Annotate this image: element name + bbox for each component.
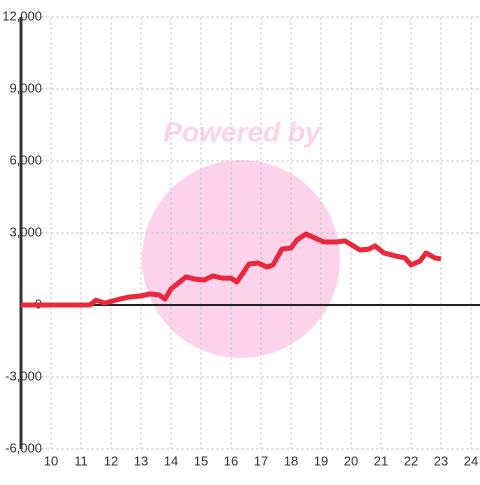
- x-tick-label: 21: [374, 453, 388, 468]
- series-line: [21, 231, 442, 308]
- x-tick-label: 23: [434, 453, 448, 468]
- x-tick-label: 16: [224, 453, 238, 468]
- x-tick-label: 19: [314, 453, 328, 468]
- x-tick-label: 14: [164, 453, 178, 468]
- x-tick-label: 15: [194, 453, 208, 468]
- y-tick-label: 12,000: [2, 8, 42, 23]
- y-tick-label: 6,000: [9, 152, 42, 167]
- y-tick-label: -3,000: [5, 368, 42, 383]
- x-tick-label: 11: [74, 453, 88, 468]
- x-tick-label: 12: [104, 453, 118, 468]
- x-tick-label: 13: [134, 453, 148, 468]
- watermark-logo: [142, 160, 340, 358]
- x-tick-label: 10: [44, 453, 58, 468]
- x-tick-label: 22: [404, 453, 418, 468]
- x-tick-label: 20: [344, 453, 358, 468]
- y-tick-label: -6,000: [5, 440, 42, 455]
- y-tick-label: 3,000: [9, 224, 42, 239]
- y-tick-label: 9,000: [9, 80, 42, 95]
- x-tick-label: 18: [284, 453, 298, 468]
- x-tick-label: 24: [464, 453, 478, 468]
- x-tick-label: 17: [254, 453, 268, 468]
- watermark-text: Powered by: [163, 116, 322, 147]
